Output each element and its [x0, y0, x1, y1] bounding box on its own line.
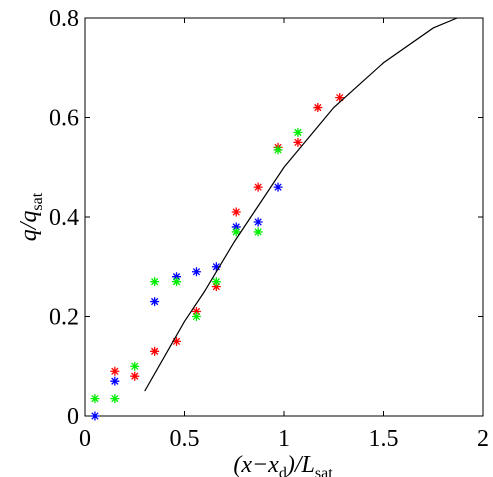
- data-point: [172, 336, 182, 346]
- data-point: [293, 127, 303, 137]
- data-point: [231, 227, 241, 237]
- data-point: [150, 277, 160, 287]
- plot-frame: [84, 17, 484, 417]
- data-point: [253, 227, 263, 237]
- data-point: [273, 182, 283, 192]
- data-point: [293, 137, 303, 147]
- y-tick-label: 0.6: [49, 106, 79, 132]
- data-point: [211, 282, 221, 292]
- data-point: [191, 267, 201, 277]
- data-point: [253, 217, 263, 227]
- x-label-part: )/L: [285, 452, 315, 477]
- data-point: [313, 103, 323, 113]
- data-point: [253, 182, 263, 192]
- data-point: [130, 361, 140, 371]
- data-point: [90, 394, 100, 404]
- data-point: [110, 366, 120, 376]
- data-point: [231, 207, 241, 217]
- y-label-part: sat: [29, 192, 46, 210]
- y-axis-label: q/qsat: [16, 192, 46, 241]
- data-point: [150, 297, 160, 307]
- data-point: [335, 93, 345, 103]
- y-tick-label: 0: [67, 404, 79, 430]
- y-label-part: q/q: [16, 211, 42, 242]
- data-point: [172, 272, 182, 282]
- data-point: [172, 277, 182, 287]
- y-tick-label: 0.2: [49, 305, 79, 331]
- x-tick-label: 2: [477, 426, 489, 452]
- data-point: [211, 277, 221, 287]
- fit-curve: [144, 17, 458, 392]
- x-label-part: sat: [315, 465, 333, 477]
- x-tick-label: 1: [278, 426, 290, 452]
- data-point: [191, 307, 201, 317]
- data-point: [273, 145, 283, 155]
- y-tick-label: 0.4: [49, 205, 79, 231]
- data-point: [191, 312, 201, 321]
- x-label-part: d: [279, 465, 287, 477]
- x-label-part: (x−x: [233, 452, 279, 477]
- x-tick-label: 1.5: [369, 426, 399, 452]
- data-point: [110, 376, 120, 386]
- x-tick-label: 0: [79, 426, 91, 452]
- data-point: [130, 371, 140, 381]
- x-axis-label: (x−xd)/Lsat: [233, 452, 333, 477]
- data-point: [110, 394, 120, 404]
- data-point: [150, 346, 160, 356]
- y-tick-label: 0.8: [49, 6, 79, 32]
- data-point: [211, 262, 221, 272]
- x-tick-label: 0.5: [170, 426, 200, 452]
- data-point: [231, 222, 241, 232]
- data-point: [90, 411, 100, 421]
